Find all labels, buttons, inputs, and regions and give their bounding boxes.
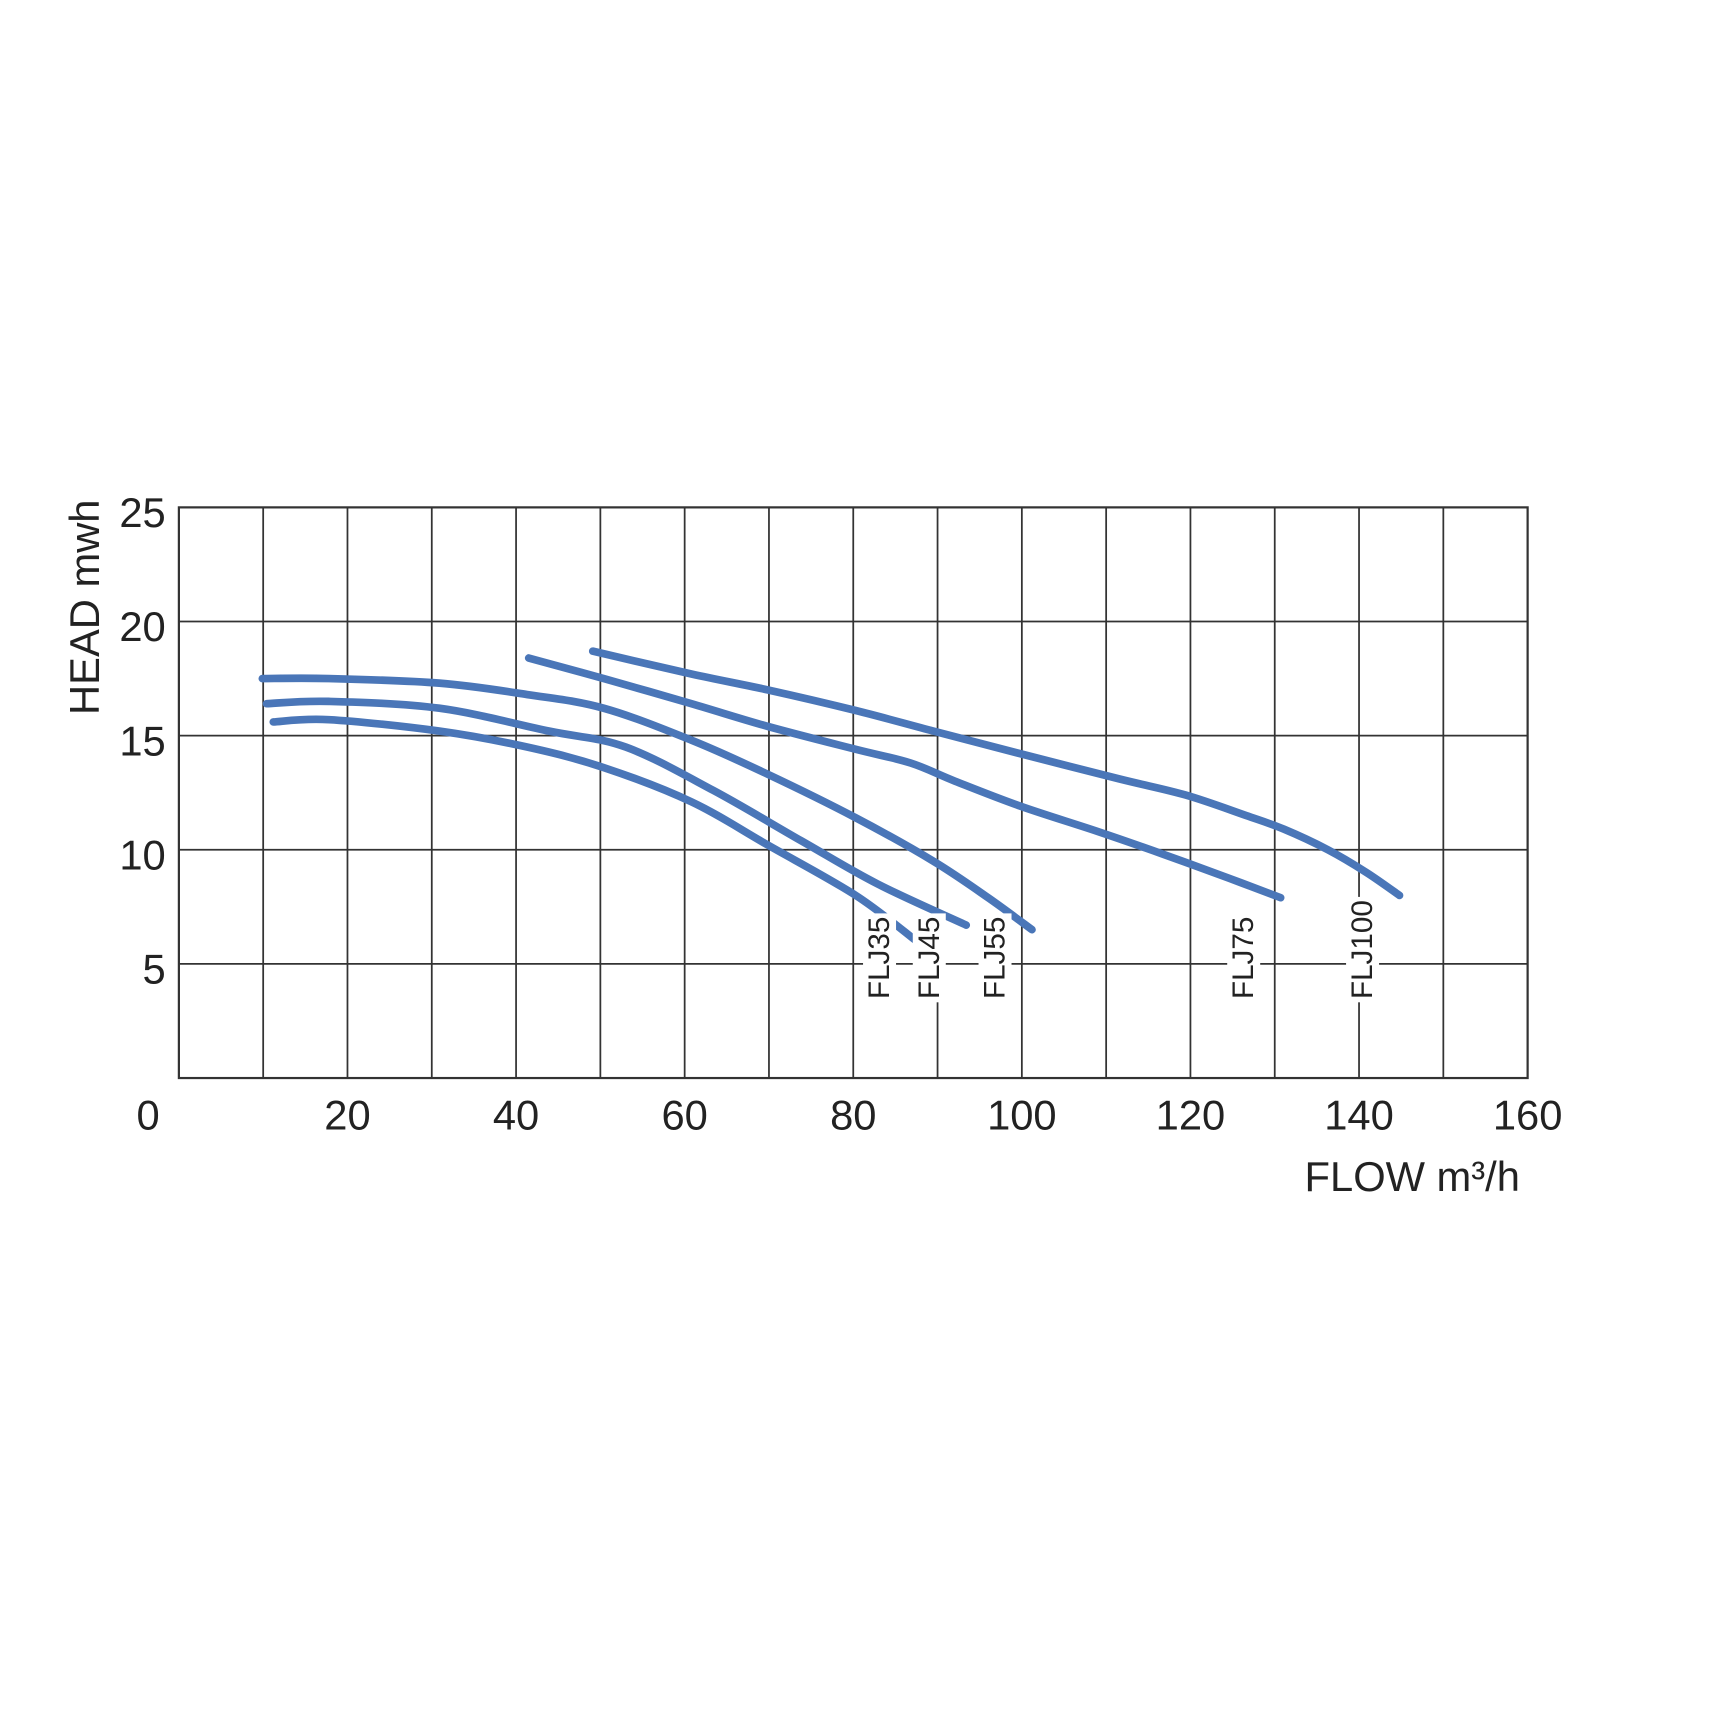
curve: [258, 674, 1036, 934]
x-tick-label: 80: [830, 1092, 876, 1139]
label-background: [978, 913, 1012, 1003]
label-background: [912, 913, 946, 1003]
x-axis-title: FLOW m³/h: [1305, 1153, 1520, 1200]
curve-label: FLJ55: [979, 917, 1012, 999]
y-tick-label: 15: [119, 717, 165, 764]
curve: [262, 697, 971, 929]
label-background: [863, 913, 897, 1003]
x-tick-label: 120: [1156, 1092, 1226, 1139]
x-tick-label: 60: [661, 1092, 707, 1139]
curve-label: FLJ35: [863, 917, 896, 999]
y-tick-label: 20: [119, 603, 165, 650]
label-background: [1227, 913, 1261, 1003]
x-tick-label: 20: [324, 1092, 370, 1139]
y-tick-label: 10: [119, 832, 165, 879]
curve-label: FLJ45: [913, 917, 946, 999]
curve: [269, 715, 921, 945]
x-tick-label: 40: [493, 1092, 539, 1139]
plot-frame: [177, 506, 1529, 1080]
curve: [588, 647, 1404, 900]
x-tick-label: 140: [1324, 1092, 1394, 1139]
curve-label: FLJ100: [1346, 900, 1379, 999]
x-tick-label: 100: [987, 1092, 1057, 1139]
curve-label: FLJ75: [1227, 917, 1260, 999]
y-axis-title: HEAD mwh: [61, 500, 108, 715]
x-tick-label: 0: [137, 1092, 160, 1139]
y-tick-label: 5: [143, 946, 166, 993]
label-background: [1346, 896, 1380, 1003]
y-tick-label: 25: [119, 489, 165, 536]
curve: [524, 654, 1285, 902]
x-tick-label: 160: [1493, 1092, 1563, 1139]
